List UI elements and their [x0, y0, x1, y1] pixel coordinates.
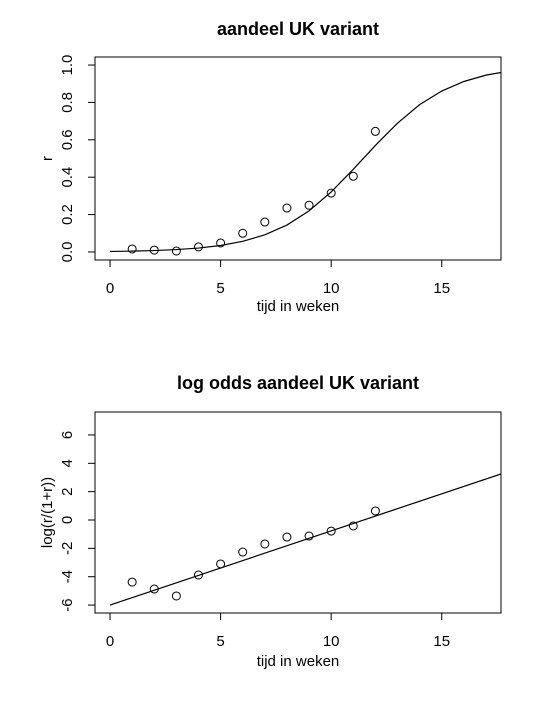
- data-point: [326, 526, 336, 536]
- data-point: [127, 244, 137, 254]
- x-tick-label: 10: [323, 633, 340, 650]
- data-point: [238, 547, 248, 557]
- y-tick-label: 0.4: [59, 167, 76, 188]
- data-point: [149, 584, 159, 594]
- data-point: [304, 531, 314, 541]
- plot-box: [94, 411, 502, 614]
- data-point: [348, 171, 358, 181]
- plot-box: [94, 56, 502, 261]
- data-point: [193, 570, 203, 580]
- chart-title: log odds aandeel UK variant: [177, 373, 419, 393]
- y-tick-label: -2: [59, 542, 76, 555]
- y-tick-label: 4: [59, 459, 76, 467]
- data-point: [370, 506, 380, 516]
- chart-title: aandeel UK variant: [217, 19, 379, 39]
- data-point: [326, 188, 336, 198]
- y-tick-label: 2: [59, 487, 76, 495]
- data-point: [260, 217, 270, 227]
- y-tick-label: 0: [59, 516, 76, 524]
- data-point: [193, 242, 203, 252]
- fit-line: [109, 473, 501, 606]
- y-axis-label: log(r/(1+r)): [39, 477, 56, 548]
- y-tick-label: -6: [59, 598, 76, 611]
- fit-line: [110, 71, 501, 253]
- plot-area: [109, 473, 501, 606]
- data-point: [238, 228, 248, 238]
- data-point: [149, 245, 159, 255]
- data-point: [304, 200, 314, 210]
- x-axis-label: tijd in weken: [257, 298, 340, 315]
- data-point: [282, 532, 292, 542]
- plot-area: [110, 71, 501, 256]
- y-axis-label: r: [39, 156, 56, 161]
- x-tick-label: 15: [433, 280, 450, 297]
- data-point: [216, 559, 226, 569]
- x-tick-label: 5: [216, 280, 224, 297]
- x-tick-label: 5: [216, 633, 224, 650]
- x-tick-label: 0: [106, 280, 114, 297]
- y-tick-label: 0.0: [59, 242, 76, 263]
- x-tick-label: 15: [433, 633, 450, 650]
- data-point: [260, 539, 270, 549]
- x-axis-label: tijd in weken: [257, 653, 340, 670]
- data-point: [348, 521, 358, 531]
- y-tick-label: 1.0: [59, 55, 76, 76]
- data-point: [171, 246, 181, 256]
- y-tick-label: -4: [59, 570, 76, 583]
- x-tick-label: 10: [323, 280, 340, 297]
- y-tick-label: 0.6: [59, 129, 76, 150]
- y-tick-label: 0.8: [59, 92, 76, 113]
- data-point: [127, 577, 137, 587]
- data-point: [370, 126, 380, 136]
- y-tick-label: 0.2: [59, 204, 76, 225]
- data-point: [216, 238, 226, 248]
- data-point: [282, 203, 292, 213]
- data-point: [171, 591, 181, 601]
- y-tick-label: 6: [59, 431, 76, 439]
- x-tick-label: 0: [106, 633, 114, 650]
